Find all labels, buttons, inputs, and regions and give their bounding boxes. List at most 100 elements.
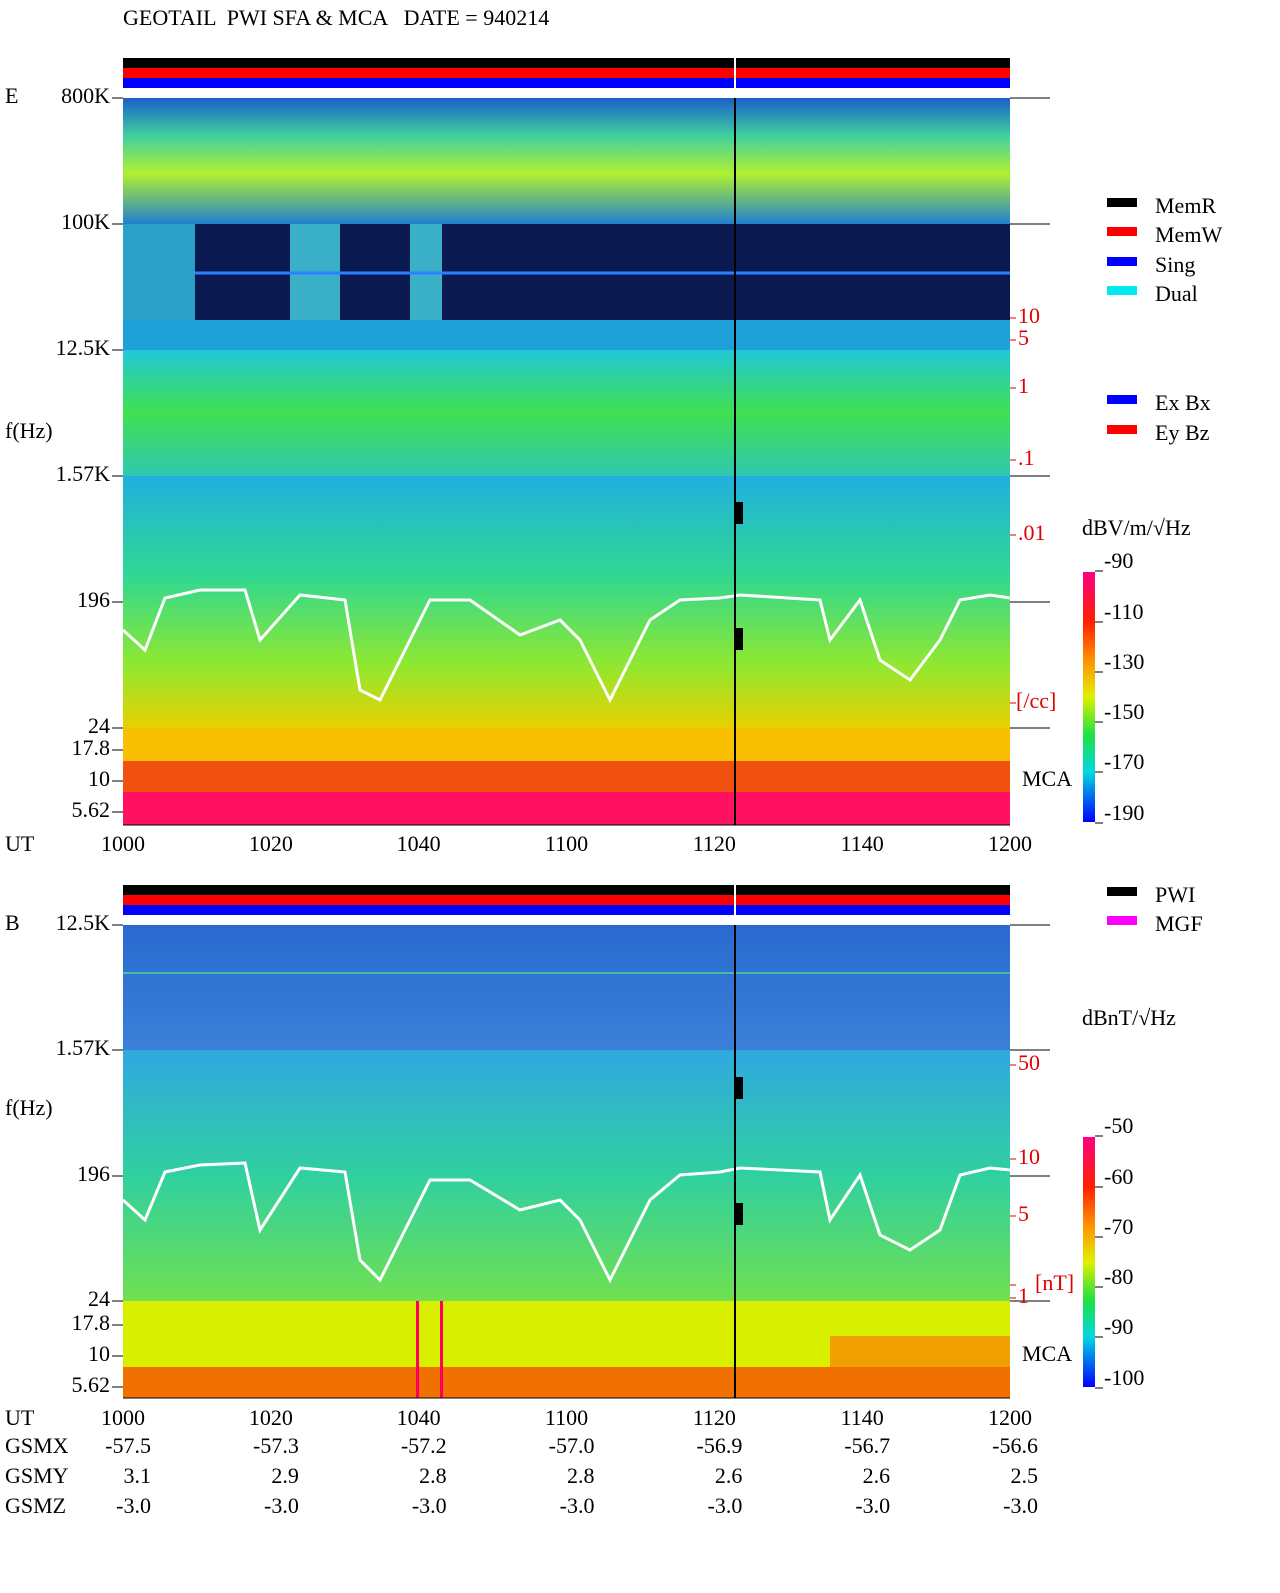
orbit-value: -56.6 — [992, 1433, 1038, 1458]
orbit-value: 2.5 — [1011, 1463, 1039, 1488]
y-tick-label: 800K — [61, 83, 110, 108]
x-axis-label: UT — [5, 831, 35, 856]
y-tick-label: 1.57K — [56, 461, 111, 486]
orbit-value: -3.0 — [708, 1493, 743, 1518]
x-tick-label: 1120 — [693, 831, 736, 856]
y-tick-label: 24 — [88, 713, 110, 738]
legend-label: Dual — [1155, 281, 1198, 306]
band — [830, 1336, 1010, 1367]
orbit-value: -57.0 — [549, 1433, 595, 1458]
legend-label: MemW — [1155, 222, 1222, 247]
orbit-value: 2.9 — [271, 1463, 299, 1488]
colorbar-tick-label: -60 — [1104, 1164, 1133, 1189]
legend-label: MemR — [1155, 193, 1216, 218]
x-tick-label: 1000 — [101, 1405, 145, 1430]
colorbar-tick-label: -70 — [1104, 1214, 1133, 1239]
plasma-trace — [121, 588, 1011, 704]
status-bar — [123, 895, 1010, 905]
colorbar-tick-label: -110 — [1104, 599, 1144, 624]
colorbar-tick-label: -130 — [1104, 649, 1144, 674]
colorbar-tick-label: -170 — [1104, 749, 1144, 774]
orbit-value: -56.7 — [844, 1433, 890, 1458]
x-tick-label: 1200 — [988, 1405, 1032, 1430]
status-bar — [123, 885, 1010, 895]
legend-swatch — [1107, 257, 1137, 266]
orbit-label: GSMY — [5, 1463, 69, 1488]
orbit-value: 2.8 — [419, 1463, 447, 1488]
colorbar-tick-label: -190 — [1104, 800, 1144, 825]
band — [123, 320, 1010, 350]
status-bar — [123, 68, 1010, 78]
density-label: .01 — [1018, 520, 1046, 545]
orbit-value: -3.0 — [412, 1493, 447, 1518]
legend-swatch — [1107, 395, 1137, 404]
legend-label: MGF — [1155, 911, 1203, 936]
y-tick-label: 12.5K — [56, 910, 111, 935]
legend-swatch — [1107, 425, 1137, 434]
y-tick-label: 10 — [88, 766, 110, 791]
density-label: 1 — [1018, 1283, 1029, 1308]
band — [123, 1367, 1010, 1398]
status-bar — [123, 78, 1010, 88]
density-label: [nT] — [1035, 1270, 1074, 1295]
band — [123, 1336, 830, 1367]
legend-swatch — [1107, 887, 1137, 896]
density-label: 10 — [1018, 1144, 1040, 1169]
orbit-value: -3.0 — [1003, 1493, 1038, 1518]
y-tick-label: 12.5K — [56, 335, 111, 360]
colorbar-tick-label: -80 — [1104, 1264, 1133, 1289]
colorbar-tick-label: -90 — [1104, 1314, 1133, 1339]
orbit-value: -3.0 — [116, 1493, 151, 1518]
mca-label: MCA — [1022, 766, 1072, 791]
y-tick-label: 10 — [88, 1341, 110, 1366]
y-axis-label: f(Hz) — [5, 1095, 53, 1120]
orbit-value: 3.1 — [124, 1463, 152, 1488]
marker — [735, 502, 743, 524]
band — [123, 728, 1010, 761]
marker — [735, 1077, 743, 1099]
band — [123, 1050, 1010, 1301]
band — [123, 1301, 1010, 1336]
y-axis-label: f(Hz) — [5, 418, 53, 443]
x-tick-label: 1040 — [397, 1405, 441, 1430]
x-tick-label: 1000 — [101, 831, 145, 856]
status-bar — [123, 905, 1010, 915]
orbit-value: -57.5 — [105, 1433, 151, 1458]
y-tick-label: 196 — [77, 1161, 110, 1186]
orbit-value: 2.6 — [715, 1463, 743, 1488]
right-ticks — [1010, 97, 1050, 1302]
x-tick-label: 1040 — [397, 831, 441, 856]
x-tick-label: 1120 — [693, 1405, 736, 1430]
legend-swatch — [1107, 916, 1137, 925]
colorbar-tick-label: -90 — [1104, 548, 1133, 573]
density-label: 5 — [1018, 1201, 1029, 1226]
x-tick-label: 1020 — [249, 831, 293, 856]
y-tick-label: 17.8 — [72, 735, 111, 760]
spectrogram-b — [121, 925, 1011, 1398]
colorbar-tick-label: -150 — [1104, 699, 1144, 724]
density-label: 50 — [1018, 1050, 1040, 1075]
mca-label: MCA — [1022, 1341, 1072, 1366]
band — [123, 925, 1010, 1050]
legend-label: Sing — [1155, 252, 1195, 277]
orbit-value: 2.6 — [863, 1463, 891, 1488]
colorbar — [1083, 1137, 1095, 1387]
legend-label: PWI — [1155, 882, 1195, 907]
orbit-value: -3.0 — [855, 1493, 890, 1518]
band — [123, 792, 1010, 825]
x-tick-label: 1200 — [988, 831, 1032, 856]
y-tick-label: 196 — [77, 587, 110, 612]
orbit-label: GSMX — [5, 1433, 69, 1458]
y-tick-label: 17.8 — [72, 1310, 111, 1335]
density-label: [/cc] — [1016, 688, 1056, 713]
density-label: 1 — [1018, 373, 1029, 398]
panel-label: B — [5, 910, 20, 935]
x-tick-label: 1140 — [841, 1405, 884, 1430]
density-label: .1 — [1018, 445, 1035, 470]
y-tick-label: 5.62 — [72, 797, 111, 822]
band — [123, 761, 1010, 792]
y-tick-label: 100K — [61, 209, 110, 234]
legend-swatch — [1107, 286, 1137, 295]
